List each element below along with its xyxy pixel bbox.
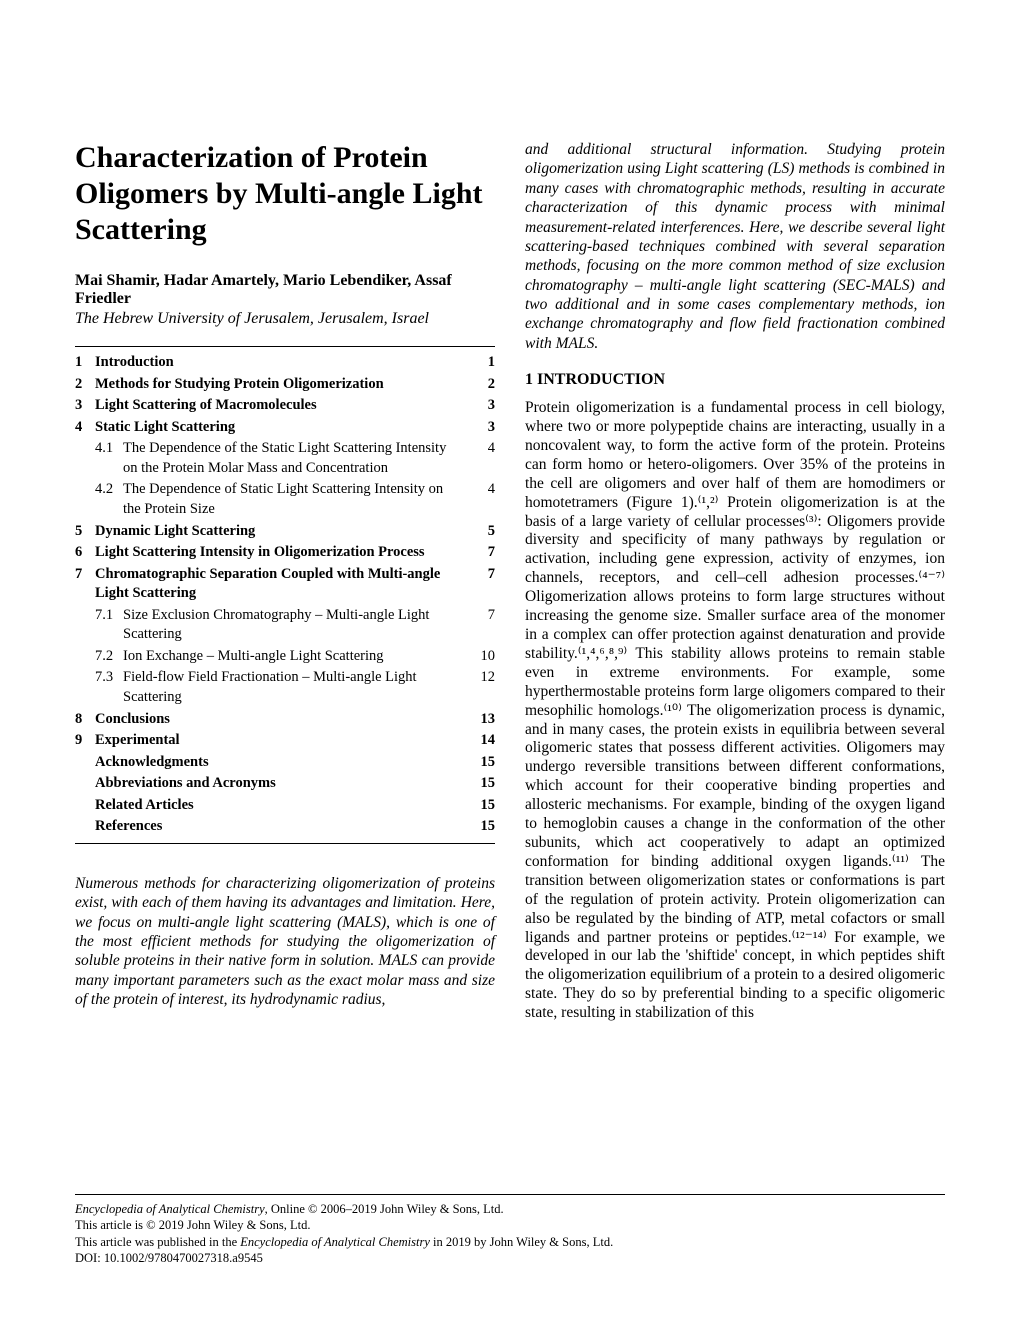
toc-label: Chromatographic Separation Coupled with … [95, 565, 471, 604]
toc-number: 7 [75, 565, 95, 604]
toc-page: 15 [471, 753, 495, 773]
footer-line-3a: This article was published in the [75, 1235, 240, 1249]
authors: Mai Shamir, Hadar Amartely, Mario Lebend… [75, 272, 495, 308]
toc-page: 1 [471, 353, 495, 373]
toc-item: 8Conclusions13 [75, 710, 495, 730]
footer-doi: DOI: 10.1002/9780470027318.a9545 [75, 1250, 945, 1266]
toc-page: 5 [471, 522, 495, 542]
toc-label: Experimental [95, 731, 471, 751]
toc-item: 5Dynamic Light Scattering5 [75, 522, 495, 542]
toc-item: 1Introduction1 [75, 353, 495, 373]
toc-label: References [95, 817, 471, 837]
toc-label: Dynamic Light Scattering [95, 522, 471, 542]
toc-divider-bottom [75, 843, 495, 844]
footer-copyright-1: , Online © 2006–2019 John Wiley & Sons, … [265, 1202, 504, 1216]
page: Characterization of Protein Oligomers by… [0, 0, 1020, 1326]
footer: Encyclopedia of Analytical Chemistry, On… [75, 1194, 945, 1266]
toc-page: 15 [471, 817, 495, 837]
section-1-body: Protein oligomerization is a fundamental… [525, 399, 945, 1023]
toc-number: 2 [75, 375, 95, 395]
toc-label: Static Light Scattering [95, 418, 471, 438]
footer-journal-name: Encyclopedia of Analytical Chemistry [75, 1202, 265, 1216]
toc-sublabel: Size Exclusion Chromatography – Multi-an… [123, 606, 471, 645]
toc-sublabel: The Dependence of Static Light Scatterin… [123, 480, 471, 519]
toc-divider-top [75, 346, 495, 347]
toc-subnumber: 7.1 [95, 606, 123, 645]
toc-page: 13 [471, 710, 495, 730]
toc-number: 4 [75, 418, 95, 438]
toc-subpage: 10 [471, 647, 495, 667]
toc-subpage: 4 [471, 439, 495, 478]
table-of-contents: 1Introduction12Methods for Studying Prot… [75, 353, 495, 837]
toc-number: 6 [75, 543, 95, 563]
toc-sublabel: Ion Exchange – Multi-angle Light Scatter… [123, 647, 471, 667]
toc-subpage: 12 [471, 668, 495, 707]
toc-number: 3 [75, 396, 95, 416]
toc-item: Related Articles15 [75, 796, 495, 816]
toc-subitem: 7.1Size Exclusion Chromatography – Multi… [75, 606, 495, 645]
two-column-layout: Characterization of Protein Oligomers by… [75, 140, 945, 1174]
toc-sublabel: Field-flow Field Fractionation – Multi-a… [123, 668, 471, 707]
abstract-left: Numerous methods for characterizing olig… [75, 874, 495, 1010]
toc-page: 3 [471, 418, 495, 438]
toc-label: Abbreviations and Acronyms [95, 774, 471, 794]
toc-subnumber: 7.2 [95, 647, 123, 667]
toc-label: Conclusions [95, 710, 471, 730]
right-column: and additional structural information. S… [525, 140, 945, 1174]
toc-number: 8 [75, 710, 95, 730]
toc-item: References15 [75, 817, 495, 837]
toc-label: Related Articles [95, 796, 471, 816]
toc-number: 1 [75, 353, 95, 373]
toc-label: Light Scattering Intensity in Oligomeriz… [95, 543, 471, 563]
toc-item: 4Static Light Scattering3 [75, 418, 495, 438]
article-title: Characterization of Protein Oligomers by… [75, 140, 495, 248]
toc-item: 3Light Scattering of Macromolecules3 [75, 396, 495, 416]
toc-subnumber: 4.2 [95, 480, 123, 519]
toc-label: Methods for Studying Protein Oligomeriza… [95, 375, 471, 395]
footer-line-3c: in 2019 by John Wiley & Sons, Ltd. [430, 1235, 613, 1249]
toc-subpage: 7 [471, 606, 495, 645]
affiliation: The Hebrew University of Jerusalem, Jeru… [75, 310, 495, 328]
toc-subpage: 4 [471, 480, 495, 519]
toc-number: 9 [75, 731, 95, 751]
toc-item: 9Experimental14 [75, 731, 495, 751]
toc-label: Acknowledgments [95, 753, 471, 773]
toc-number [75, 796, 95, 816]
toc-item: Abbreviations and Acronyms15 [75, 774, 495, 794]
toc-sublabel: The Dependence of the Static Light Scatt… [123, 439, 471, 478]
toc-subnumber: 7.3 [95, 668, 123, 707]
toc-page: 2 [471, 375, 495, 395]
section-1-heading: 1 INTRODUCTION [525, 371, 945, 389]
toc-page: 14 [471, 731, 495, 751]
toc-page: 15 [471, 774, 495, 794]
toc-label: Light Scattering of Macromolecules [95, 396, 471, 416]
toc-item: 2Methods for Studying Protein Oligomeriz… [75, 375, 495, 395]
toc-number: 5 [75, 522, 95, 542]
toc-item: Acknowledgments15 [75, 753, 495, 773]
toc-item: 7Chromatographic Separation Coupled with… [75, 565, 495, 604]
footer-line-2: This article is © 2019 John Wiley & Sons… [75, 1217, 945, 1233]
toc-number [75, 753, 95, 773]
toc-label: Introduction [95, 353, 471, 373]
footer-line-3: This article was published in the Encycl… [75, 1234, 945, 1250]
toc-number [75, 817, 95, 837]
toc-subitem: 7.2Ion Exchange – Multi-angle Light Scat… [75, 647, 495, 667]
toc-item: 6Light Scattering Intensity in Oligomeri… [75, 543, 495, 563]
toc-subitem: 4.2The Dependence of Static Light Scatte… [75, 480, 495, 519]
toc-page: 7 [471, 565, 495, 604]
toc-number [75, 774, 95, 794]
toc-page: 15 [471, 796, 495, 816]
toc-subitem: 4.1The Dependence of the Static Light Sc… [75, 439, 495, 478]
left-column: Characterization of Protein Oligomers by… [75, 140, 495, 1174]
footer-line-1: Encyclopedia of Analytical Chemistry, On… [75, 1201, 945, 1217]
abstract-right: and additional structural information. S… [525, 140, 945, 353]
toc-page: 7 [471, 543, 495, 563]
toc-subnumber: 4.1 [95, 439, 123, 478]
footer-journal-name-2: Encyclopedia of Analytical Chemistry [240, 1235, 430, 1249]
toc-subitem: 7.3Field-flow Field Fractionation – Mult… [75, 668, 495, 707]
toc-page: 3 [471, 396, 495, 416]
